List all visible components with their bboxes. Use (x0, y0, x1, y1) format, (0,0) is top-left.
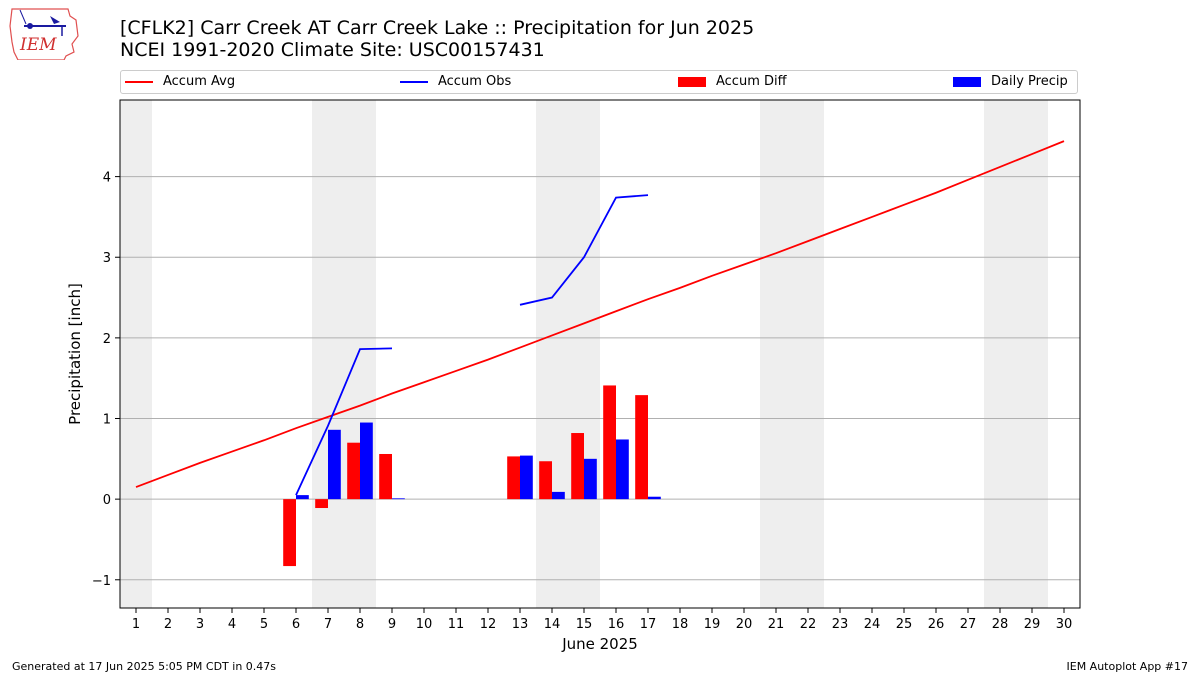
x-tick-label: 8 (356, 617, 364, 632)
footer-app: IEM Autoplot App #17 (1066, 660, 1189, 673)
x-tick-label: 20 (736, 617, 753, 632)
daily-precip-bar (520, 455, 533, 500)
weekend-shade (536, 100, 600, 608)
x-tick-label: 4 (228, 617, 236, 632)
x-tick-label: 29 (1024, 617, 1041, 632)
daily-precip-bar (552, 491, 565, 500)
legend-label: Accum Obs (438, 74, 512, 89)
legend-item-accum-obs: Accum Obs (400, 74, 511, 89)
accum-obs-line (519, 194, 649, 306)
daily-precip-bar (328, 429, 341, 500)
x-tick-label: 24 (864, 617, 881, 632)
weekend-shade (984, 100, 1048, 608)
x-tick-label: 30 (1056, 617, 1073, 632)
x-tick-label: 21 (768, 617, 785, 632)
accum-diff-bar (315, 499, 328, 509)
daily-precip-bar (584, 458, 597, 500)
x-tick-label: 13 (512, 617, 529, 632)
legend-swatch (678, 76, 706, 87)
x-tick-label: 7 (324, 617, 332, 632)
x-tick-label: 25 (896, 617, 913, 632)
legend-swatch (125, 80, 153, 83)
legend-swatch (400, 80, 428, 83)
daily-precip-bar (616, 439, 629, 500)
iem-logo: IEM (9, 8, 79, 60)
accum-diff-bar (379, 453, 392, 500)
x-tick-label: 11 (448, 617, 465, 632)
x-tick-label: 1 (132, 617, 140, 632)
x-tick-label: 23 (832, 617, 849, 632)
x-tick-label: 9 (388, 617, 396, 632)
y-tick-label: 0 (103, 493, 111, 508)
legend-swatch (953, 76, 981, 87)
x-tick-label: 17 (640, 617, 657, 632)
y-tick-label: −1 (92, 574, 111, 589)
accum-diff-bar (283, 499, 296, 567)
x-tick-label: 3 (196, 617, 204, 632)
legend-item-accum-diff: Accum Diff (678, 74, 787, 89)
x-axis-label: June 2025 (561, 635, 638, 653)
y-tick-label: 2 (103, 332, 111, 347)
y-tick-label: 1 (103, 413, 111, 428)
accum-diff-bar (571, 433, 584, 500)
chart-title: [CFLK2] Carr Creek AT Carr Creek Lake ::… (120, 17, 755, 39)
legend-label: Accum Avg (163, 74, 236, 89)
weekend-shade (312, 100, 376, 608)
x-tick-label: 26 (928, 617, 945, 632)
x-tick-label: 14 (544, 617, 561, 632)
daily-precip-bar (392, 498, 405, 500)
legend-item-daily-precip: Daily Precip (953, 74, 1068, 89)
x-tick-label: 2 (164, 617, 172, 632)
legend-label: Daily Precip (991, 74, 1068, 89)
y-tick-label: 4 (103, 171, 111, 186)
x-tick-label: 6 (292, 617, 300, 632)
accum-diff-bar (603, 385, 616, 500)
logo-text: IEM (19, 35, 57, 55)
plot-frame (119, 99, 1081, 609)
x-tick-label: 22 (800, 617, 817, 632)
daily-precip-bar (360, 422, 373, 500)
x-tick-label: 19 (704, 617, 721, 632)
x-tick-label: 15 (576, 617, 593, 632)
x-tick-label: 27 (960, 617, 977, 632)
legend-label: Accum Diff (716, 74, 787, 89)
y-tick-label: 3 (103, 251, 111, 266)
weekend-shade (120, 100, 152, 608)
x-tick-label: 12 (480, 617, 497, 632)
accum-diff-bar (507, 456, 520, 500)
y-axis-label: Precipitation [inch] (66, 283, 84, 425)
x-tick-label: 5 (260, 617, 268, 632)
x-tick-label: 16 (608, 617, 625, 632)
accum-obs-line (295, 347, 393, 496)
daily-precip-bar (296, 495, 309, 500)
accum-diff-bar (347, 442, 360, 500)
daily-precip-bar (648, 496, 661, 500)
x-tick-label: 18 (672, 617, 689, 632)
x-tick-label: 28 (992, 617, 1009, 632)
chart-subtitle: NCEI 1991-2020 Climate Site: USC00157431 (120, 39, 545, 61)
legend-item-accum-avg: Accum Avg (125, 74, 235, 89)
x-tick-label: 10 (416, 617, 433, 632)
footer-generated: Generated at 17 Jun 2025 5:05 PM CDT in … (12, 660, 277, 673)
accum-diff-bar (539, 461, 552, 500)
accum-avg-line (135, 140, 1065, 488)
legend: Accum Avg Accum Obs Accum Diff Daily Pre… (120, 70, 1078, 94)
weekend-shade (760, 100, 824, 608)
accum-diff-bar (635, 395, 648, 500)
